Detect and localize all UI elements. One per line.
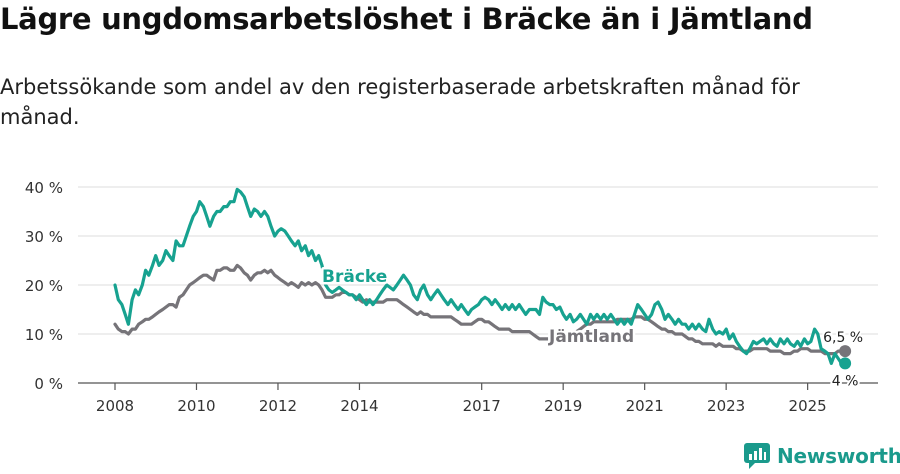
chart-subtitle: Arbetssökande som andel av den registerb…	[0, 75, 800, 129]
y-tick-label: 10 %	[25, 326, 63, 344]
x-tick-label: 2008	[96, 397, 134, 415]
y-tick-label: 20 %	[25, 277, 63, 295]
grid-lines	[78, 186, 878, 335]
x-tick-label: 2019	[544, 397, 582, 415]
brand-name: Newsworthy	[777, 444, 900, 468]
series-label-bracke: Bräcke	[322, 267, 387, 287]
x-tick-label: 2023	[707, 397, 745, 415]
series-label-bracke-halo: Bräcke	[322, 267, 387, 287]
series-line-bracke	[113, 187, 847, 365]
end-dot-bracke	[839, 357, 852, 370]
series-label-jamtland: Jämtland	[548, 327, 634, 347]
end-value-label-jamtland-halo: 6,5 %	[823, 330, 863, 346]
x-tick-label: 2014	[340, 397, 378, 415]
x-tick-label: 2017	[463, 397, 501, 415]
x-tick-label: 2021	[626, 397, 664, 415]
series-line-jamtland	[113, 263, 847, 356]
newsworthy-logo: Newsworthy	[744, 441, 900, 471]
x-tick-label: 2010	[177, 397, 215, 415]
end-value-label-bracke-halo: 4 %	[832, 373, 859, 389]
y-tick-label: 30 %	[25, 228, 63, 246]
series-label-jamtland-halo: Jämtland	[548, 327, 634, 347]
y-tick-label: 40 %	[25, 179, 63, 197]
end-dot-jamtland	[839, 345, 852, 358]
axes: 0 % 10 % 20 % 30 % 40 % 2008 2010 2012 2014 2017 2…	[25, 179, 878, 415]
x-tick-label: 2025	[789, 397, 827, 415]
series-lines	[113, 187, 847, 365]
end-value-label-jamtland: 6,5 %	[823, 330, 863, 346]
end-value-label-bracke: 4 %	[832, 373, 859, 389]
x-tick-label: 2012	[259, 397, 297, 415]
y-tick-label: 0 %	[34, 375, 63, 393]
chart-title: Lägre ungdomsarbetslöshet i Bräcke än i …	[0, 2, 813, 36]
bar-chart-logo-icon	[744, 443, 770, 469]
